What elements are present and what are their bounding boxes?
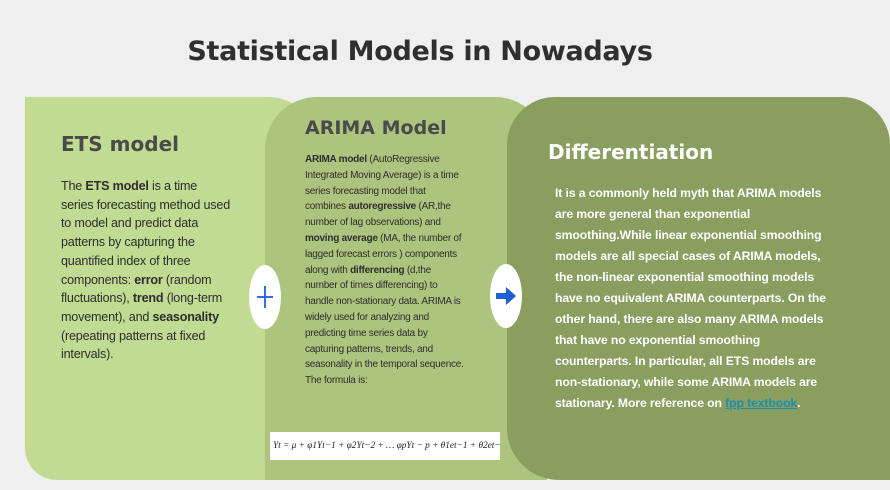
differentiation-description: It is a commonly held myth that ARIMA mo… xyxy=(555,186,826,410)
arima-heading: ARIMA Model xyxy=(305,117,447,139)
differentiation-heading: Differentiation xyxy=(548,140,714,164)
fpp-textbook-link[interactable]: fpp textbook xyxy=(725,396,798,410)
page-title: Statistical Models in Nowadays xyxy=(187,36,653,67)
arima-formula: Yt = μ + φ1Yt−1 + φ2Yt−2 + … φpYt − p + … xyxy=(270,432,500,460)
ets-description: The ETS model is a time series forecasti… xyxy=(61,179,231,362)
arrow-badge xyxy=(490,264,522,328)
plus-icon xyxy=(257,286,273,308)
plus-badge xyxy=(249,265,281,329)
arima-description: ARIMA model (AutoRegressive Integrated M… xyxy=(305,154,464,387)
arrow-right-icon xyxy=(496,287,516,305)
differentiation-panel xyxy=(507,97,890,480)
ets-heading: ETS model xyxy=(61,132,179,156)
